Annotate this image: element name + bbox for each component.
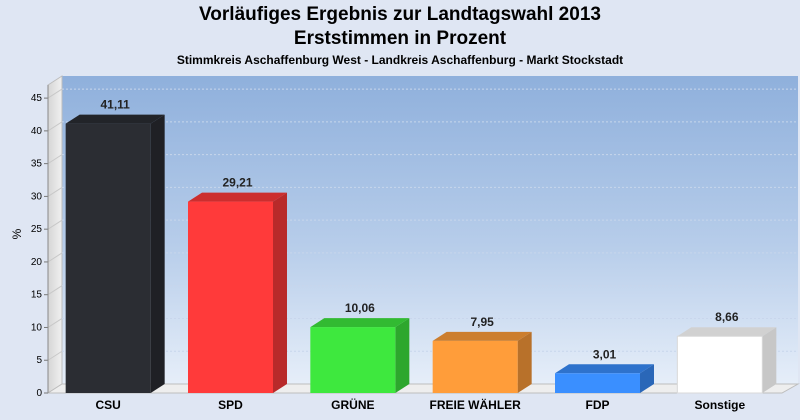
bar-top — [555, 364, 654, 374]
value-label: 10,06 — [345, 301, 375, 315]
y-tick-label: 30 — [31, 191, 43, 202]
bar-front — [188, 201, 273, 393]
bar-front — [676, 335, 763, 394]
value-label: 3,01 — [593, 347, 617, 361]
bar-top — [677, 327, 777, 337]
bar-front — [555, 373, 640, 393]
bar-side — [273, 192, 287, 393]
gridline-wall — [47, 219, 63, 230]
value-label: 8,66 — [715, 310, 739, 324]
value-label: 41,11 — [100, 98, 130, 112]
y-tick-label: 0 — [36, 388, 42, 399]
chart-subtitle: Stimmkreis Aschaffenburg West - Landkrei… — [176, 53, 624, 67]
y-tick-label: 15 — [31, 290, 43, 301]
bar-side — [762, 327, 777, 393]
gridline-wall — [47, 350, 63, 361]
bar-top — [432, 331, 532, 341]
x-tick-label: GRÜNE — [331, 397, 374, 412]
y-tick-label: 45 — [31, 93, 43, 104]
y-axis-label: % — [10, 228, 24, 239]
gridline-wall — [47, 252, 63, 263]
bar-sonstige — [676, 327, 777, 394]
bar-front — [65, 123, 151, 393]
bar-freie-wähler — [432, 331, 532, 393]
gridline-wall — [47, 285, 63, 296]
y-tick-label: 40 — [31, 126, 43, 137]
y-tick-label: 5 — [36, 355, 42, 366]
gridline-wall — [47, 121, 63, 132]
y-tick-label: 35 — [31, 159, 43, 170]
bar-side — [640, 364, 654, 393]
x-tick-label: FREIE WÄHLER — [429, 397, 521, 412]
bar-top — [188, 192, 287, 202]
value-label: 7,95 — [470, 315, 494, 329]
chart-title-line2: Erststimmen in Prozent — [293, 28, 507, 49]
plot-back-wall — [62, 76, 798, 384]
gridline-wall — [47, 154, 63, 165]
bar-side — [150, 114, 165, 393]
bar-side — [395, 318, 410, 393]
bar-csu — [65, 114, 165, 393]
labels: 41,11 CSU 29,21 SPD 10,06 GRÜNE 7,95 FREIE WÄHL… — [95, 98, 745, 412]
y-tick-label: 25 — [31, 224, 43, 235]
bar-front — [432, 340, 518, 393]
x-tick-label: CSU — [95, 398, 120, 412]
bar-side — [517, 331, 532, 393]
gridline-wall — [47, 318, 63, 328]
bars — [65, 114, 777, 394]
bar-fdp — [555, 364, 654, 393]
bar-top — [310, 318, 410, 328]
bar-front — [310, 327, 396, 393]
bar-spd — [188, 192, 287, 393]
bar-top — [65, 114, 165, 124]
y-tick-label: 20 — [31, 257, 43, 268]
x-tick-label: SPD — [218, 398, 243, 412]
bar-grüne — [310, 318, 410, 393]
y-tick-label: 10 — [31, 322, 43, 333]
gridline-wall — [47, 186, 63, 197]
x-tick-label: Sonstige — [694, 398, 745, 412]
chart-title: Vorläufiges Ergebnis zur Landtagswahl 20… — [199, 4, 601, 25]
x-tick-label: FDP — [586, 398, 610, 412]
value-label: 29,21 — [222, 176, 252, 190]
gridline-wall — [47, 88, 63, 99]
